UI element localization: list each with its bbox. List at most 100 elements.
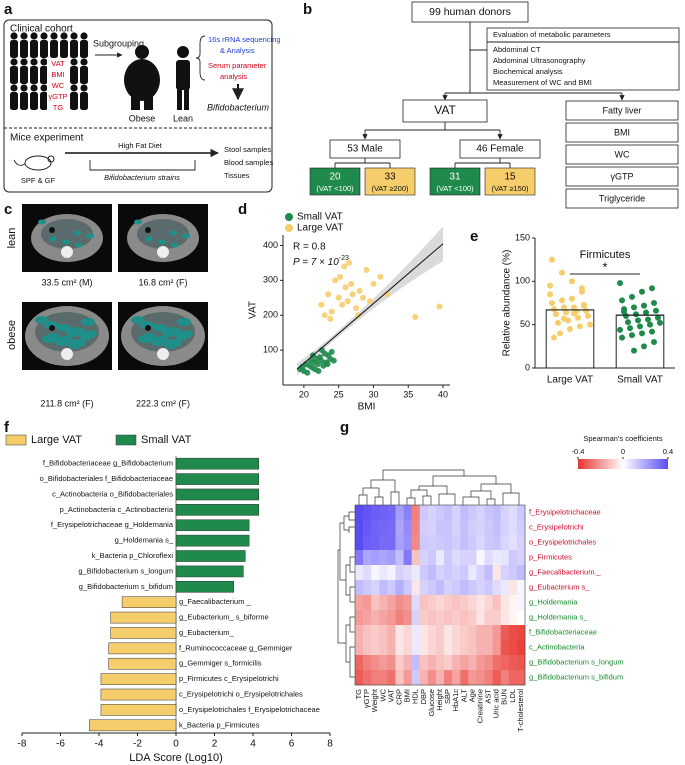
- panel-label: b: [303, 1, 312, 18]
- group-count: 20: [329, 172, 341, 183]
- bar: [108, 642, 177, 655]
- column-label: BUN: [500, 689, 509, 705]
- heatmap-cell: [379, 670, 388, 686]
- heatmap-cell: [508, 550, 518, 566]
- heatmap-cell: [363, 550, 372, 566]
- legend-label: Small VAT: [141, 434, 192, 446]
- heatmap-cell: [460, 550, 469, 566]
- heatmap-cell: [371, 580, 380, 596]
- heatmap-cell: [355, 565, 364, 581]
- point: [627, 325, 634, 332]
- heatmap-cell: [452, 625, 461, 641]
- point: [561, 315, 568, 322]
- point: [360, 294, 367, 301]
- heatmap-cell: [508, 625, 518, 641]
- heatmap-cell: [492, 625, 502, 641]
- point: [341, 263, 348, 270]
- category-label: g_Holdemania s_: [115, 536, 174, 545]
- heatmap-cell: [476, 595, 485, 611]
- person-body: [80, 92, 88, 110]
- row-label: g_Holdemania: [529, 597, 578, 606]
- point: [370, 280, 377, 287]
- heatmap-cell: [403, 535, 412, 551]
- point: [652, 307, 659, 314]
- point: [321, 312, 328, 319]
- heatmap-cell: [484, 655, 493, 671]
- heatmap-cell: [444, 655, 453, 671]
- heatmap-cell: [427, 655, 437, 671]
- x-tick-label: 2: [212, 739, 218, 750]
- heatmap-cell: [387, 595, 396, 611]
- heatmap-cell: [379, 535, 388, 551]
- y-tick-label: 100: [515, 276, 530, 286]
- heatmap-cell: [419, 580, 429, 596]
- heatmap-cell: [387, 565, 396, 581]
- heatmap-cell: [460, 625, 469, 641]
- heatmap-cell: [460, 640, 469, 656]
- point: [580, 301, 587, 308]
- heatmap-cell: [427, 535, 437, 551]
- ct-fat: [49, 236, 57, 242]
- person-body: [20, 40, 28, 58]
- heatmap-cell: [516, 505, 526, 521]
- heatmap-cell: [468, 670, 477, 686]
- heatmap-cell: [435, 505, 445, 521]
- heatmap-cell: [476, 640, 485, 656]
- category-label: g_Bifidobacterium s_longum: [78, 566, 173, 575]
- ct-bowel: [145, 227, 151, 233]
- category-label: o_Erysipelotrichales f_Erysipelotrichace…: [179, 705, 320, 714]
- heatmap-cell: [508, 655, 518, 671]
- box-label: WC: [615, 149, 630, 159]
- point: [330, 357, 337, 364]
- bar: [175, 565, 244, 578]
- heatmap-cell: [484, 580, 493, 596]
- heatmap-cell: [379, 505, 388, 521]
- heatmap-cell: [371, 520, 380, 536]
- y-tick-label: 0: [525, 362, 530, 372]
- group-box: [364, 167, 416, 196]
- point: [555, 319, 562, 326]
- point: [348, 280, 355, 287]
- heatmap-cell: [484, 640, 493, 656]
- heatmap-cell: [500, 640, 510, 656]
- column-label: γGTP: [362, 689, 371, 708]
- group-count: 31: [449, 172, 461, 183]
- heatmap-cell: [427, 565, 437, 581]
- point: [339, 301, 346, 308]
- person-body: [70, 92, 78, 110]
- heatmap-cell: [395, 505, 404, 521]
- heatmap-cell: [387, 520, 396, 536]
- point: [315, 368, 322, 375]
- heatmap-cell: [476, 565, 485, 581]
- sample: Stool samples: [224, 145, 271, 154]
- bar: [175, 457, 260, 470]
- ct-fat: [62, 239, 70, 245]
- heatmap-cell: [363, 670, 372, 686]
- heatmap-cell: [444, 595, 453, 611]
- person-head: [30, 32, 38, 40]
- point: [621, 308, 628, 315]
- heatmap-cell: [395, 640, 404, 656]
- point: [337, 273, 344, 280]
- sample: Blood samples: [224, 158, 273, 167]
- bar: [175, 550, 246, 562]
- category-label: c_Actinobacteria o_Bifidobacteriales: [52, 489, 173, 498]
- group-range: (VAT ≥150): [491, 184, 529, 193]
- box: [565, 188, 679, 209]
- point: [638, 330, 645, 337]
- heatmap-cell: [419, 550, 429, 566]
- person-body: [70, 40, 78, 58]
- heatmap-cell: [419, 625, 429, 641]
- heatmap-cell: [452, 640, 461, 656]
- p-value-exponent: -23: [339, 255, 349, 262]
- heatmap-cell: [419, 565, 429, 581]
- panel-label: d: [238, 201, 247, 218]
- box-item: Measurement of WC and BMI: [493, 78, 592, 87]
- person-head: [70, 58, 78, 66]
- ct-fat: [131, 316, 145, 324]
- x-axis-label: LDA Score (Log10): [129, 752, 223, 764]
- heatmap-cell: [411, 505, 421, 521]
- row-label: lean: [6, 228, 18, 249]
- heatmap-cell: [516, 565, 526, 581]
- ct-fat: [145, 236, 153, 242]
